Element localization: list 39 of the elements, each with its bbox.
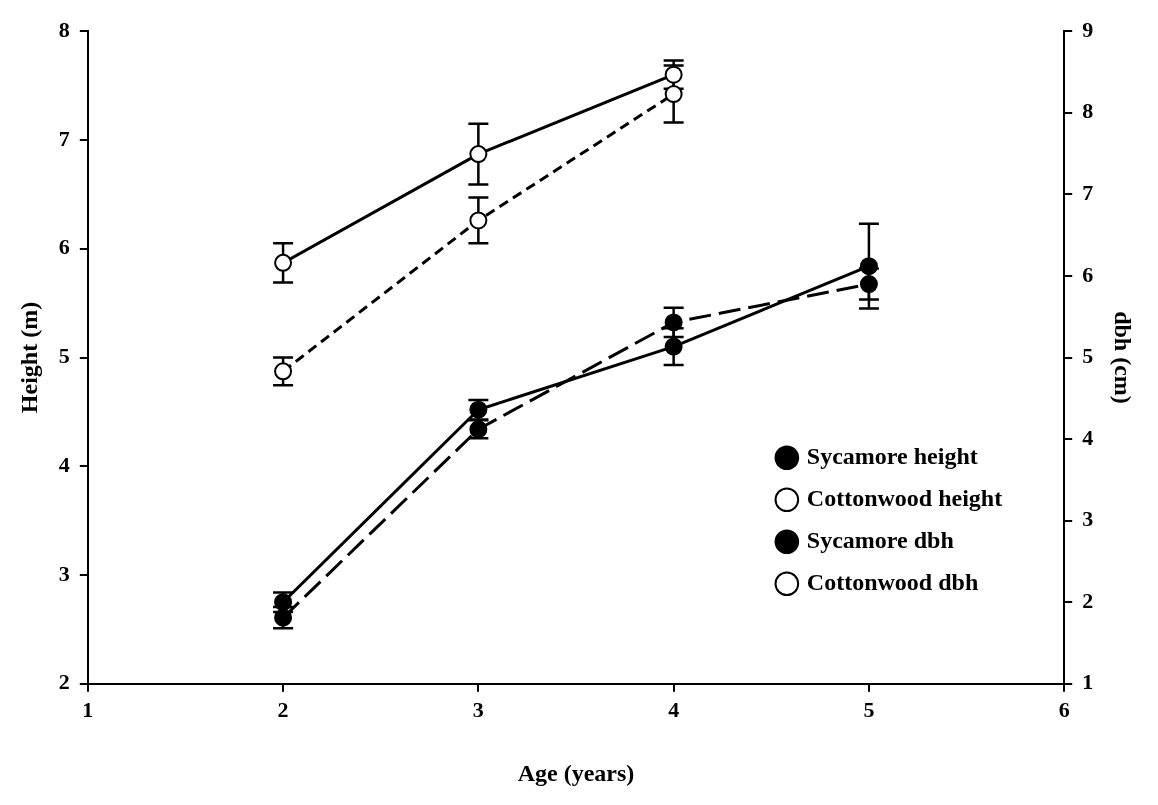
y-tick-label: 3: [58, 560, 70, 586]
point: [664, 337, 683, 356]
y-tick-label: 5: [58, 343, 70, 369]
point: [274, 253, 293, 272]
point: [664, 313, 683, 332]
y2-tick-label: 7: [1082, 180, 1094, 206]
legend-label: Cottonwood dbh: [806, 569, 979, 595]
legend-label: Sycamore height: [806, 443, 978, 469]
y2-tick-label: 8: [1082, 98, 1094, 124]
y2-axis-title: dbh (cm): [1110, 311, 1137, 404]
y2-tick-label: 2: [1082, 587, 1094, 613]
point: [274, 362, 293, 381]
y-tick-label: 2: [58, 669, 70, 695]
y-tick-label: 6: [58, 234, 70, 260]
y2-tick-label: 1: [1082, 669, 1094, 695]
y2-tick-label: 9: [1082, 16, 1094, 42]
x-tick-label: 1: [82, 696, 94, 722]
y2-tick-label: 4: [1082, 424, 1094, 450]
point: [859, 257, 878, 276]
legend-label: Cottonwood height: [806, 485, 1003, 511]
y2-tick-label: 6: [1082, 261, 1094, 287]
x-tick-label: 6: [1058, 696, 1070, 722]
point: [469, 211, 488, 230]
y-tick-label: 8: [58, 16, 70, 42]
point: [664, 85, 683, 104]
point: [664, 65, 683, 84]
y2-tick-label: 5: [1082, 343, 1094, 369]
legend-label: Sycamore dbh: [806, 527, 954, 553]
x-axis-title: Age (years): [517, 759, 635, 786]
y-tick-label: 7: [58, 125, 70, 151]
y2-tick-label: 3: [1082, 506, 1094, 532]
x-tick-label: 3: [472, 696, 484, 722]
x-tick-label: 5: [863, 696, 875, 722]
point: [859, 275, 878, 294]
y-tick-label: 4: [58, 451, 70, 477]
x-tick-label: 2: [277, 696, 289, 722]
x-tick-label: 4: [668, 696, 680, 722]
y-axis-title: Height (m): [15, 301, 42, 414]
point: [469, 145, 488, 164]
